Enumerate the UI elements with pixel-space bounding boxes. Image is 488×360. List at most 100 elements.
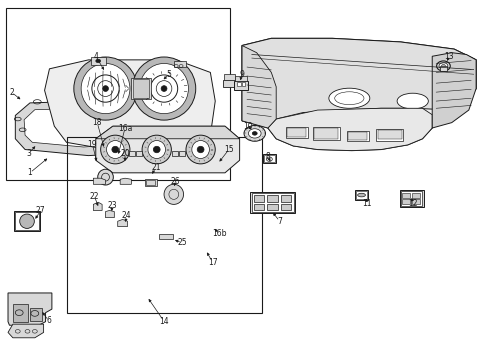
Bar: [13, 304, 27, 321]
Bar: [280, 195, 290, 202]
Ellipse shape: [248, 129, 261, 138]
Bar: [66, 137, 261, 313]
Bar: [236, 82, 240, 86]
Ellipse shape: [396, 93, 427, 109]
Bar: [402, 199, 409, 204]
Bar: [159, 234, 172, 239]
Text: 23: 23: [107, 201, 117, 210]
Bar: [400, 191, 422, 206]
Text: 4: 4: [93, 52, 98, 61]
Ellipse shape: [161, 86, 166, 91]
Bar: [399, 190, 423, 207]
Text: 6: 6: [46, 316, 51, 325]
Ellipse shape: [20, 214, 34, 228]
Text: 11: 11: [362, 199, 371, 208]
Bar: [91, 57, 105, 64]
Text: 2: 2: [9, 87, 14, 96]
Ellipse shape: [252, 132, 257, 135]
Text: 21: 21: [151, 163, 160, 172]
Text: 3: 3: [26, 149, 31, 158]
Bar: [5, 8, 229, 180]
Bar: [172, 151, 177, 156]
Text: 17: 17: [207, 258, 217, 267]
Text: 24: 24: [122, 211, 131, 220]
Bar: [287, 128, 306, 136]
Ellipse shape: [112, 146, 119, 153]
Ellipse shape: [142, 135, 171, 164]
Text: 16b: 16b: [211, 229, 226, 238]
Polygon shape: [24, 108, 132, 147]
Bar: [129, 151, 135, 156]
Text: 18: 18: [92, 118, 102, 127]
Bar: [14, 211, 40, 231]
Text: 14: 14: [159, 317, 168, 326]
Bar: [355, 191, 366, 199]
Bar: [235, 76, 246, 81]
Bar: [15, 212, 39, 230]
Bar: [375, 129, 402, 140]
Bar: [347, 132, 366, 140]
Ellipse shape: [148, 140, 165, 158]
Ellipse shape: [96, 59, 101, 63]
Ellipse shape: [328, 88, 369, 108]
Text: 9: 9: [239, 70, 244, 79]
Polygon shape: [242, 45, 276, 128]
Bar: [131, 78, 151, 99]
Ellipse shape: [197, 146, 203, 153]
Polygon shape: [44, 60, 215, 149]
Bar: [254, 204, 264, 211]
Bar: [411, 193, 419, 198]
Bar: [346, 131, 368, 141]
Bar: [173, 60, 185, 67]
Text: 13: 13: [444, 52, 453, 61]
Text: 1: 1: [27, 168, 32, 177]
Text: 10: 10: [243, 122, 253, 131]
Text: 15: 15: [224, 145, 233, 154]
Bar: [354, 190, 367, 200]
Ellipse shape: [74, 57, 137, 120]
Bar: [234, 81, 247, 90]
Bar: [250, 192, 295, 213]
Text: 16a: 16a: [118, 123, 132, 132]
Text: 12: 12: [407, 199, 417, 208]
Ellipse shape: [357, 193, 365, 197]
Text: 22: 22: [89, 192, 99, 201]
Bar: [285, 127, 307, 138]
Bar: [402, 193, 409, 198]
Ellipse shape: [132, 57, 195, 120]
Polygon shape: [431, 53, 475, 128]
Polygon shape: [15, 101, 147, 156]
Polygon shape: [105, 211, 114, 218]
Polygon shape: [93, 178, 105, 184]
Bar: [30, 308, 42, 320]
Bar: [264, 155, 274, 162]
Polygon shape: [267, 108, 431, 150]
Ellipse shape: [140, 63, 188, 114]
Ellipse shape: [436, 61, 449, 71]
Bar: [222, 80, 237, 87]
Bar: [267, 204, 277, 211]
Ellipse shape: [102, 86, 108, 91]
Ellipse shape: [191, 140, 209, 158]
Text: 5: 5: [166, 70, 171, 79]
Polygon shape: [96, 126, 239, 173]
Bar: [377, 130, 401, 139]
Ellipse shape: [98, 169, 113, 185]
Bar: [136, 151, 142, 156]
Polygon shape: [93, 202, 102, 211]
Bar: [267, 195, 277, 202]
Ellipse shape: [438, 63, 447, 69]
Bar: [224, 74, 234, 80]
Bar: [146, 180, 155, 185]
Bar: [411, 199, 419, 204]
Ellipse shape: [163, 184, 183, 204]
Ellipse shape: [441, 64, 445, 67]
Bar: [144, 179, 157, 186]
Bar: [312, 127, 339, 140]
Text: 19: 19: [87, 140, 97, 149]
Bar: [280, 204, 290, 211]
Bar: [179, 151, 184, 156]
Bar: [254, 195, 264, 202]
Bar: [263, 154, 275, 163]
Ellipse shape: [106, 140, 124, 158]
